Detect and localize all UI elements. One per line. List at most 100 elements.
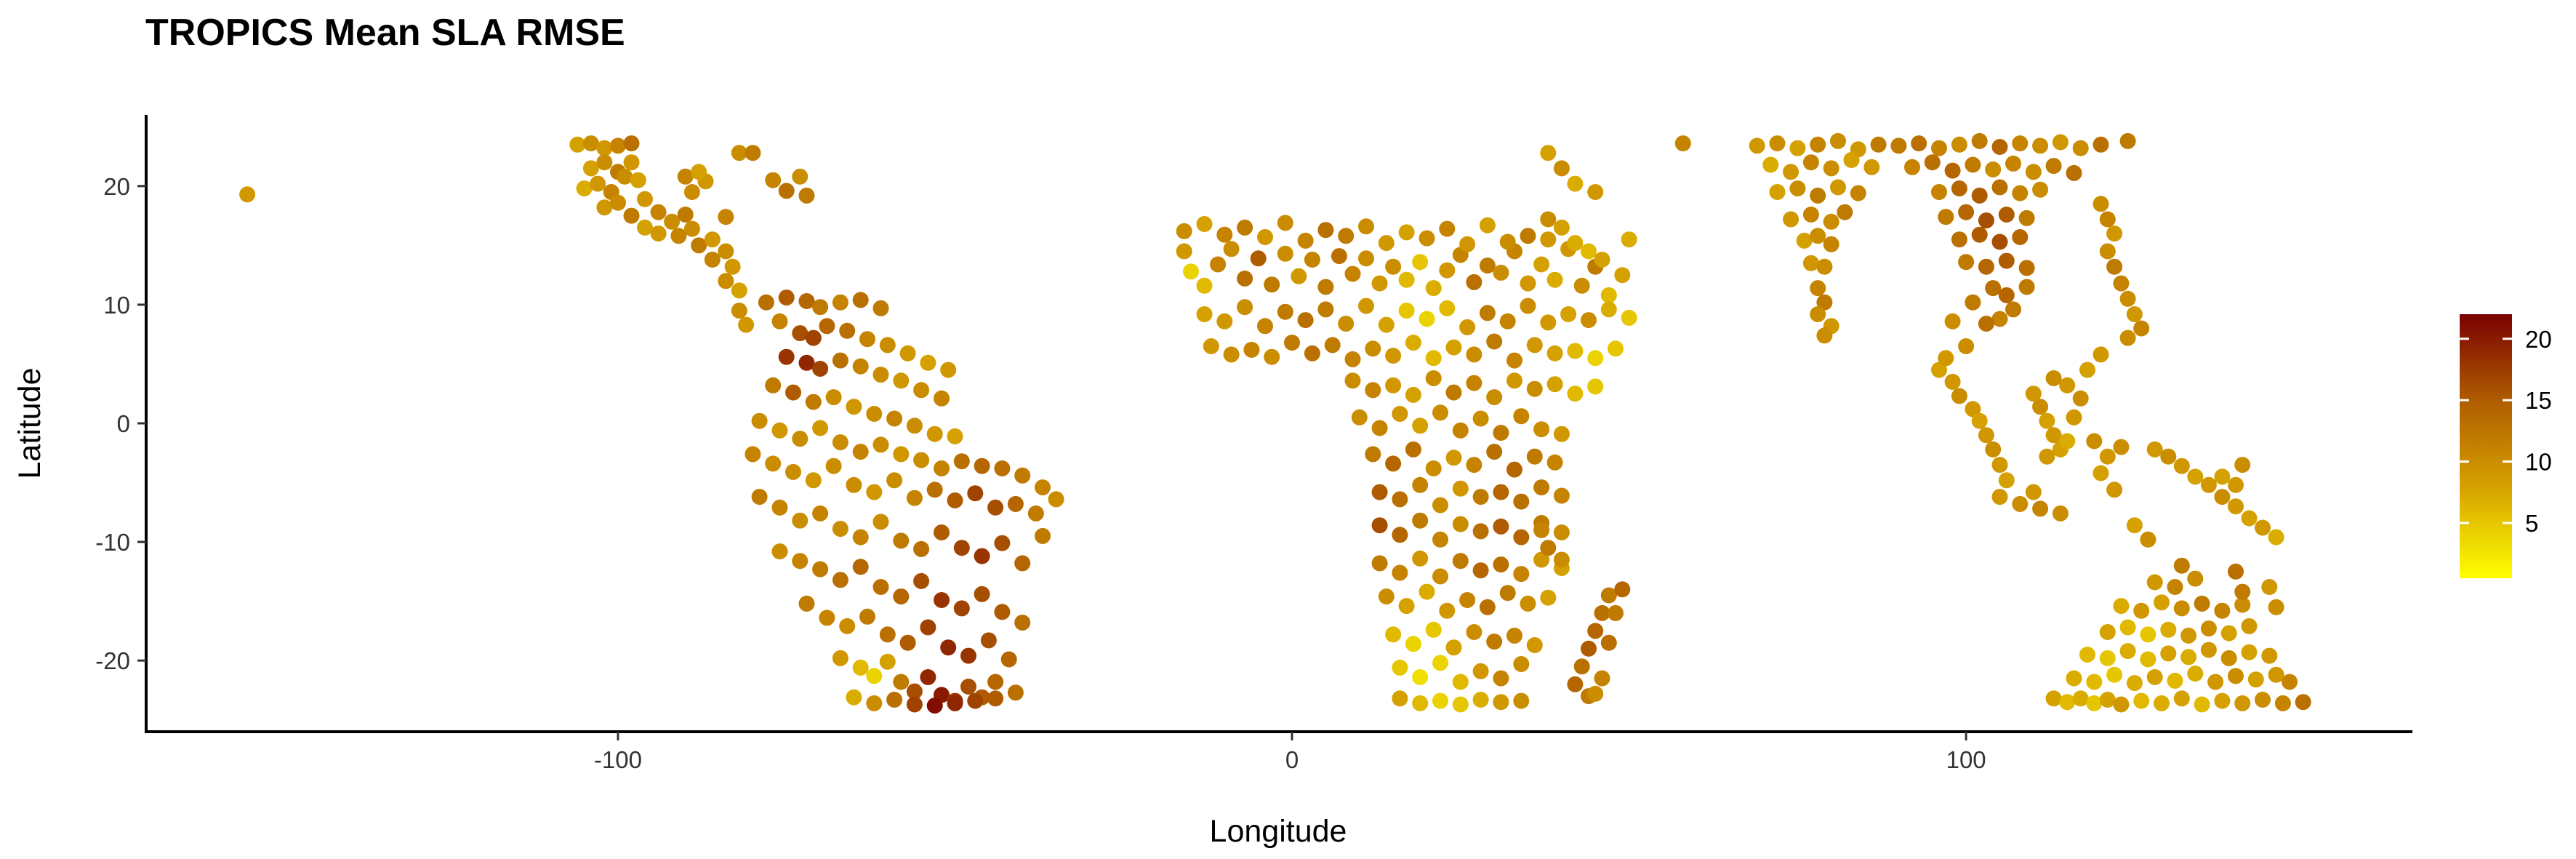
data-point	[2241, 618, 2258, 634]
data-point	[582, 160, 599, 177]
data-point	[1472, 489, 1489, 506]
data-point	[825, 458, 842, 474]
data-point	[771, 499, 788, 516]
data-point	[1445, 384, 1462, 401]
data-point	[1567, 175, 1584, 192]
data-point	[1027, 505, 1044, 522]
data-point	[1048, 491, 1064, 508]
data-point	[1567, 385, 1584, 402]
data-point	[1600, 587, 1617, 604]
data-point	[1216, 313, 1233, 329]
data-point	[1553, 524, 1570, 540]
data-point	[1412, 512, 1429, 529]
data-point	[718, 243, 734, 260]
data-point	[913, 382, 930, 399]
data-point	[1486, 634, 1503, 650]
data-point	[2228, 668, 2244, 684]
data-point	[1183, 263, 1199, 280]
data-point	[2133, 320, 2150, 337]
data-point	[1466, 457, 1482, 474]
data-point	[1493, 518, 1509, 535]
data-point	[1371, 517, 1388, 534]
colorbar-tick-label: 10	[2525, 449, 2552, 476]
data-point	[1344, 372, 1361, 389]
data-point	[1971, 412, 1988, 429]
data-point	[239, 186, 256, 203]
data-point	[1965, 401, 1981, 417]
data-point	[920, 354, 936, 371]
data-point	[778, 183, 795, 199]
data-point	[1520, 275, 1536, 292]
colorbar-tick-label: 20	[2525, 326, 2552, 353]
data-point	[1931, 184, 1947, 200]
data-point	[1398, 271, 1415, 288]
data-point	[1237, 219, 1253, 236]
data-point	[2113, 598, 2130, 615]
data-point	[852, 559, 869, 575]
data-point	[1459, 592, 1476, 608]
data-point	[1506, 372, 1522, 389]
data-point	[1479, 217, 1496, 233]
data-point	[1304, 252, 1320, 268]
data-point	[664, 213, 681, 230]
data-point	[2093, 196, 2109, 212]
data-point	[825, 389, 842, 406]
data-point	[1317, 222, 1334, 239]
data-point	[771, 313, 788, 329]
data-point	[2059, 694, 2076, 711]
data-point	[994, 460, 1011, 476]
data-point	[2119, 619, 2136, 636]
data-point	[1998, 287, 2015, 303]
data-point	[1600, 634, 1617, 651]
data-point	[2154, 695, 2170, 711]
data-point	[1540, 231, 1557, 248]
data-point	[2113, 696, 2130, 713]
data-point	[670, 228, 687, 244]
data-point	[1810, 136, 1826, 153]
data-point	[1506, 352, 1522, 369]
data-point	[2012, 229, 2029, 245]
data-point	[2072, 390, 2089, 407]
data-point	[846, 689, 862, 706]
data-point	[2052, 505, 2069, 522]
data-point	[1600, 301, 1617, 318]
data-point	[879, 653, 896, 670]
data-point	[1405, 335, 1421, 351]
data-point	[2025, 484, 2042, 500]
data-point	[1365, 340, 1381, 357]
data-point	[792, 431, 808, 447]
data-point	[872, 300, 889, 316]
data-point	[1520, 297, 1536, 314]
data-point	[1392, 659, 1408, 676]
data-point	[906, 417, 923, 434]
data-point	[1567, 343, 1584, 359]
colorbar-ticks: 5 10 15 20	[2460, 326, 2552, 537]
data-point	[2106, 482, 2123, 498]
data-point	[1823, 213, 1839, 230]
data-point	[792, 553, 808, 570]
data-point	[1991, 311, 2008, 327]
data-point	[879, 626, 896, 643]
data-point	[1277, 303, 1293, 320]
data-point	[2220, 625, 2237, 642]
data-point	[846, 476, 862, 493]
x-tick-label: 100	[1946, 746, 1986, 773]
data-point	[683, 184, 700, 200]
data-point	[751, 412, 768, 429]
data-point	[859, 608, 875, 625]
data-point	[1870, 136, 1887, 153]
data-point	[953, 600, 970, 617]
data-point	[2173, 458, 2190, 474]
data-point	[2045, 690, 2062, 707]
data-point	[980, 632, 997, 649]
data-point	[1802, 255, 1819, 271]
data-point	[1499, 313, 1516, 329]
data-point	[771, 422, 788, 439]
data-point	[582, 135, 599, 152]
data-point	[2052, 134, 2069, 151]
data-point	[1398, 303, 1415, 319]
data-point	[1392, 406, 1408, 422]
data-point	[1176, 243, 1192, 260]
data-point	[1540, 145, 1557, 161]
data-point	[960, 679, 976, 695]
